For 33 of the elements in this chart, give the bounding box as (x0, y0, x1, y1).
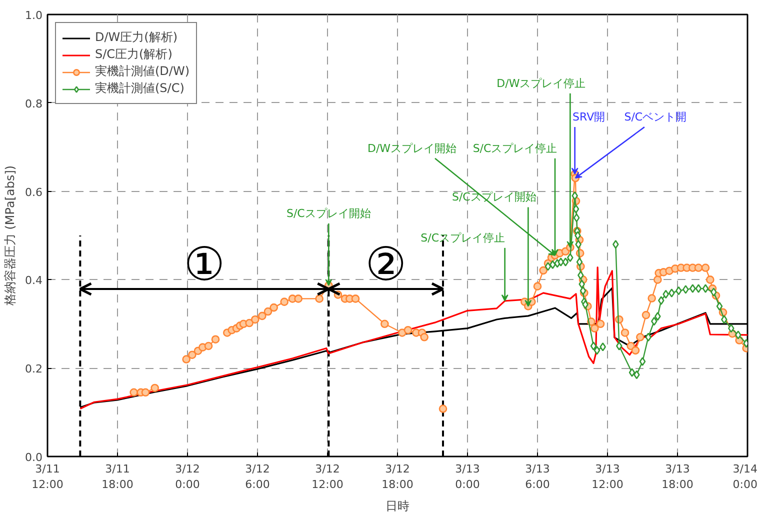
annotation: S/Cスプレイ開始 (286, 206, 371, 220)
x-tick-label: 3/13 0:00 (455, 462, 480, 492)
legend-label: S/C圧力(解析) (95, 46, 172, 63)
y-tick-label: 0.8 (25, 97, 43, 110)
annotation: ② (365, 236, 406, 291)
y-tick-label: 0.0 (25, 451, 43, 464)
y-tick-label: 0.2 (25, 362, 43, 376)
annotation: D/Wスプレイ停止 (496, 76, 586, 90)
annotation: D/Wスプレイ開始 (367, 142, 457, 155)
x-tick-label: 3/12 6:00 (245, 462, 270, 492)
x-tick-label: 3/12 12:00 (312, 462, 344, 492)
x-tick-label: 3/11 18:00 (102, 462, 134, 492)
x-tick-label: 3/13 12:00 (592, 462, 624, 492)
annotation: S/Cベント開 (624, 110, 687, 124)
x-tick-label: 3/12 0:00 (175, 462, 200, 492)
y-tick-label: 0.4 (25, 274, 43, 288)
legend-label: 実機計測値(S/C) (95, 80, 184, 97)
y-tick-label: 0.6 (25, 186, 43, 199)
x-tick-label: 3/13 18:00 (662, 462, 694, 492)
legend-label: 実機計測値(D/W) (95, 63, 190, 80)
y-tick-label: 1.0 (25, 9, 43, 22)
x-axis-title: 日時 (386, 499, 410, 514)
legend-label: D/W圧力(解析) (95, 29, 178, 46)
x-tick-label: 3/11 12:00 (32, 462, 64, 492)
annotation: S/Cスプレイ停止 (420, 231, 506, 244)
y-axis-title: 格納容器圧力 (MPa[abs]) (3, 165, 18, 307)
x-tick-label: 3/13 6:00 (525, 462, 550, 492)
x-tick-label: 3/14 0:00 (732, 462, 758, 492)
annotation: SRV開 (572, 110, 606, 124)
x-tick-label: 3/12 18:00 (382, 462, 414, 492)
annotation: S/Cスプレイ開始 (452, 190, 536, 204)
annotation: ① (184, 236, 226, 291)
annotation: S/Cスプレイ停止 (472, 142, 558, 155)
